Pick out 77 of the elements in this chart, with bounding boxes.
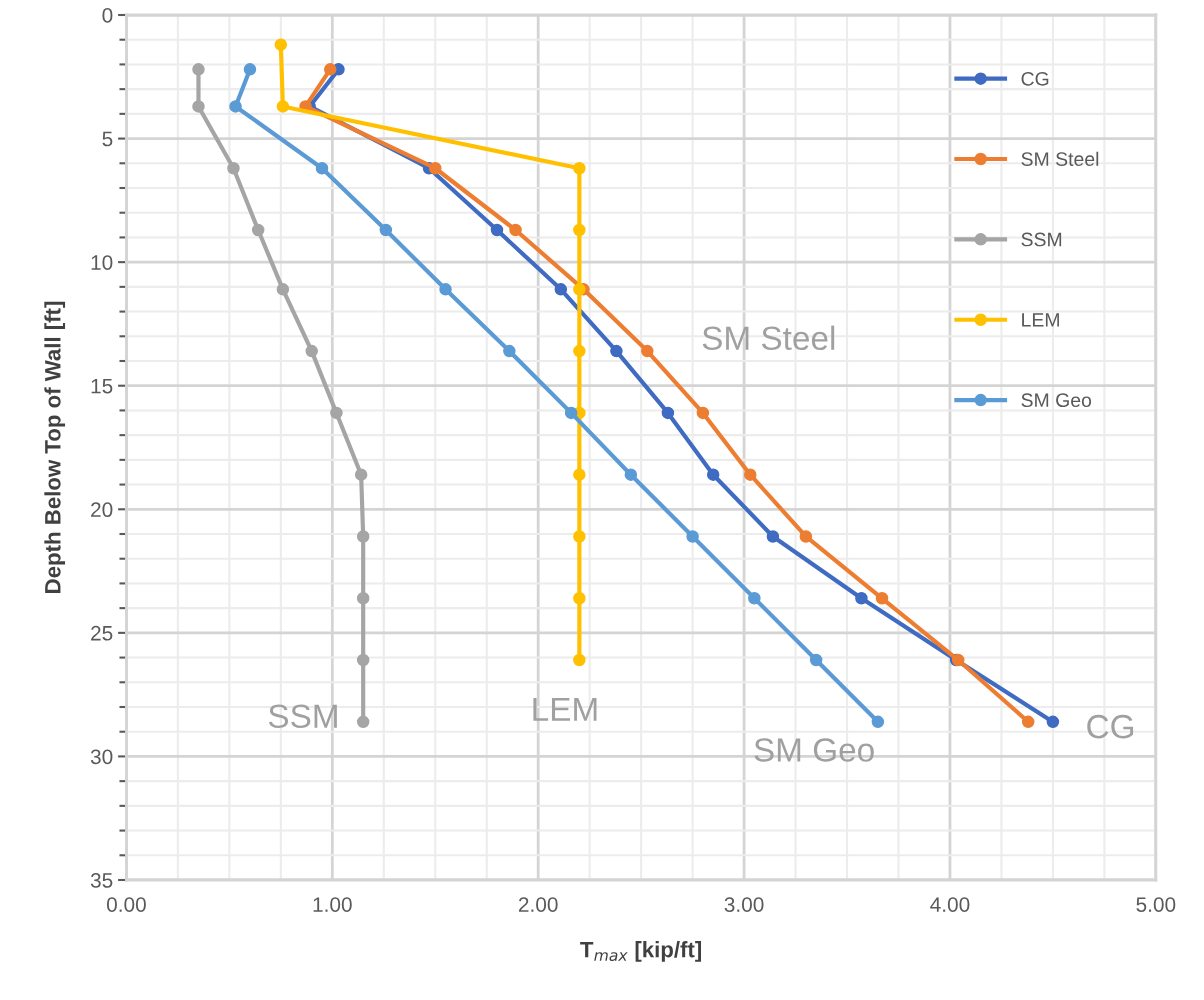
point: [799, 530, 813, 543]
point: [573, 653, 586, 667]
point: [330, 406, 343, 420]
point: [855, 592, 868, 605]
y-tick-label: 10: [91, 255, 113, 270]
x-axis-title: T$_{max}$ [kip/ft]: [580, 941, 701, 962]
x-tick-label: 2.00: [518, 897, 558, 912]
y-tick-label: 25: [91, 625, 113, 641]
point: [809, 653, 823, 667]
point: [356, 592, 370, 605]
point: [573, 161, 586, 175]
point: [573, 530, 586, 543]
point: [274, 38, 288, 51]
point: [276, 100, 290, 113]
point: [192, 63, 205, 76]
y-axis-title: Depth Below Top of Wall [ft]: [44, 301, 66, 593]
point: [871, 715, 885, 729]
x-tick-label: 0.00: [106, 897, 146, 912]
point: [354, 468, 368, 481]
point: [706, 468, 720, 481]
point: [573, 592, 586, 605]
point: [564, 406, 578, 420]
point: [439, 283, 452, 296]
point: [696, 406, 710, 420]
point: [229, 100, 242, 113]
legend-label: SM Steel: [1021, 151, 1099, 167]
point: [356, 715, 370, 729]
point: [192, 100, 205, 113]
point: [875, 592, 889, 605]
annotation: SSM: [268, 704, 337, 729]
point: [251, 223, 265, 237]
y-tick-label: 30: [90, 749, 113, 765]
point: [573, 223, 586, 237]
point: [428, 161, 442, 175]
y-tick-label: 20: [91, 502, 113, 518]
point: [573, 283, 586, 296]
point: [661, 406, 675, 420]
annotation: SM Steel: [702, 325, 835, 351]
y-tick-label: 5: [102, 131, 113, 147]
y-tick-label: 15: [91, 378, 113, 394]
legend-label: SM Geo: [1021, 393, 1092, 408]
legend-label: CG: [1021, 71, 1049, 86]
point: [554, 283, 568, 296]
x-tick-label: 4.00: [930, 897, 970, 912]
point: [305, 344, 318, 358]
point: [686, 530, 699, 543]
point: [610, 344, 623, 358]
point: [766, 530, 780, 543]
point: [315, 161, 329, 175]
x-tick-label: 5.00: [1136, 897, 1176, 912]
point: [276, 283, 290, 296]
point: [509, 223, 522, 237]
x-tick-label: 3.00: [724, 897, 764, 912]
point: [1046, 715, 1060, 729]
point: [503, 344, 516, 358]
point: [227, 161, 240, 175]
point: [641, 344, 654, 358]
annotation: CG: [1087, 714, 1134, 739]
legend-label: SSM: [1021, 232, 1062, 247]
point: [743, 468, 757, 481]
legend-label: LEM: [1022, 313, 1059, 327]
y-tick-label: 0: [102, 8, 113, 23]
point: [379, 223, 393, 237]
point: [1021, 715, 1035, 729]
point: [748, 592, 761, 605]
point: [356, 653, 370, 667]
point: [490, 223, 504, 237]
point: [356, 530, 370, 543]
point: [573, 468, 586, 481]
y-tick-label: 35: [90, 873, 113, 888]
point: [573, 344, 586, 358]
point: [323, 63, 337, 76]
annotation: SM Geo: [754, 738, 874, 762]
annotation: LEM: [533, 697, 597, 721]
point: [243, 63, 257, 76]
x-tick-label: 1.00: [313, 897, 352, 912]
point: [624, 468, 638, 481]
